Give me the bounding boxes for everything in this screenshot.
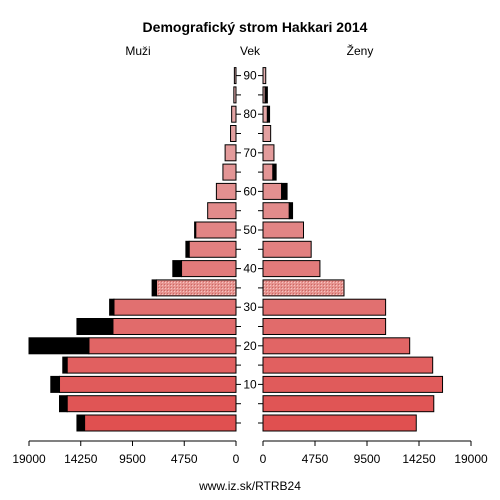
age-axis-label: Vek [240, 44, 261, 58]
women-x-tick-label: 19000 [454, 452, 488, 466]
men-x-tick-label: 9500 [119, 452, 146, 466]
men-bar-40-44 [181, 260, 237, 278]
men-bar-60-64 [215, 182, 237, 200]
men-excess-segment-40-44 [172, 260, 183, 278]
men-excess-segment-10-14 [50, 375, 61, 393]
age-tick-label: 30 [243, 300, 257, 314]
men-bar-15-19 [66, 356, 237, 374]
men-bar-25-29 [112, 318, 237, 335]
men-bar-90-94 [233, 67, 237, 85]
women-bar-35-39 [262, 279, 345, 297]
men-excess-segment-20-24 [28, 337, 90, 355]
women-bar-20-24 [262, 337, 411, 355]
men-bar-45-49 [188, 240, 237, 258]
women-label: Ženy [347, 43, 374, 58]
women-bar-5-9 [262, 395, 435, 413]
men-excess-segment-45-49 [185, 240, 190, 258]
men-bar-80-84 [231, 105, 237, 123]
women-bar-60-64 [262, 182, 283, 200]
bars-layer [28, 67, 444, 432]
men-bar-70-74 [224, 144, 237, 162]
women-bar-65-69 [262, 163, 274, 181]
age-tick-label: 80 [243, 107, 257, 121]
men-x-tick-label: 19000 [12, 452, 46, 466]
women-bar-40-44 [262, 260, 321, 278]
women-bar-50-54 [262, 221, 305, 239]
men-x-tick-label: 4750 [171, 452, 198, 466]
men-x-tick-label: 0 [233, 452, 240, 466]
women-bar-90-94 [262, 67, 267, 85]
men-bar-0-4 [84, 414, 237, 432]
age-tick-label: 90 [243, 69, 257, 83]
men-x-tick-label: 14250 [64, 452, 98, 466]
women-bar-75-79 [262, 125, 272, 142]
men-excess-segment-30-34 [109, 298, 115, 316]
women-bar-0-4 [262, 414, 417, 432]
men-bar-85-89 [233, 86, 237, 104]
men-excess-segment-35-39 [151, 279, 157, 297]
men-label: Muži [125, 44, 150, 58]
age-tick-label: 10 [243, 377, 257, 391]
men-excess-segment-25-29 [76, 318, 114, 335]
men-bar-10-14 [59, 375, 237, 393]
x-axes: 19000 14250 9500 4750 0 0 4750 9500 14250 19000 [12, 440, 488, 466]
men-bar-65-69 [222, 163, 237, 181]
women-bar-10-14 [262, 375, 444, 393]
women-bar-80-84 [262, 105, 268, 123]
women-x-tick-label: 4750 [302, 452, 329, 466]
men-bar-50-54 [195, 221, 237, 239]
women-bar-55-59 [262, 202, 290, 220]
men-excess-segment-50-54 [194, 221, 197, 239]
women-excess-segment-55-59 [288, 202, 294, 220]
age-tick-label: 70 [243, 146, 257, 160]
men-excess-segment-5-9 [59, 395, 68, 413]
women-x-tick-label: 14250 [402, 452, 436, 466]
women-bar-70-74 [262, 144, 275, 162]
age-tick-label: 20 [243, 339, 257, 353]
women-bar-45-49 [262, 240, 312, 258]
women-excess-segment-85-89 [264, 86, 268, 104]
source-credit: www.iz.sk/RTRB24 [198, 479, 301, 493]
age-axis: 10 20 30 40 50 60 70 80 90 [236, 69, 263, 424]
men-bar-55-59 [207, 202, 237, 220]
age-tick-label: 40 [243, 262, 257, 276]
men-excess-segment-0-4 [76, 414, 86, 432]
women-excess-segment-60-64 [281, 182, 288, 200]
men-bar-20-24 [88, 337, 237, 355]
men-bar-35-39 [155, 279, 237, 297]
women-excess-segment-80-84 [266, 105, 271, 123]
men-bar-75-79 [230, 125, 237, 142]
age-tick-label: 50 [243, 223, 257, 237]
women-excess-segment-65-69 [272, 163, 277, 181]
women-x-tick-label: 9500 [354, 452, 381, 466]
chart-title: Demografický strom Hakkari 2014 [143, 19, 368, 35]
men-bar-30-34 [113, 298, 237, 316]
women-bar-25-29 [262, 318, 387, 335]
men-bar-5-9 [66, 395, 237, 413]
age-tick-label: 60 [243, 184, 257, 198]
women-bar-15-19 [262, 356, 434, 374]
women-x-tick-label: 0 [260, 452, 267, 466]
women-bar-30-34 [262, 298, 387, 316]
men-excess-segment-15-19 [62, 356, 68, 374]
